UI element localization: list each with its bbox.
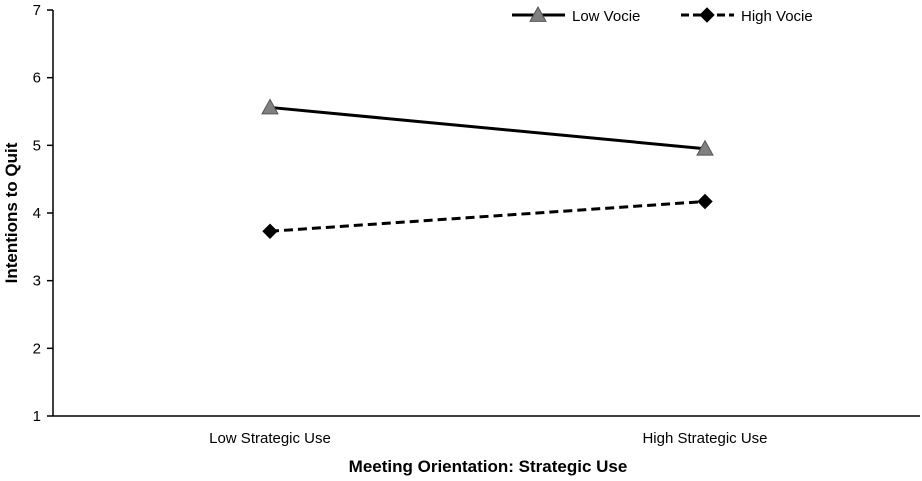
x-tick-group: Low Strategic Use High Strategic Use (209, 430, 767, 447)
data-point-low-vocie (696, 139, 714, 156)
y-tick-label: 5 (33, 137, 41, 154)
series-line-low-vocie (269, 105, 706, 151)
series-layer (261, 98, 714, 239)
data-point-low-vocie (261, 98, 279, 115)
y-axis-title: Intentions to Quit (2, 142, 21, 283)
y-tick-label: 3 (33, 273, 41, 290)
legend-label-high-vocie: High Vocie (741, 8, 813, 25)
axes (52, 10, 920, 417)
x-tick-label: High Strategic Use (642, 430, 767, 447)
series-line-high-vocie (269, 200, 706, 233)
y-tick-label: 6 (33, 70, 41, 87)
data-point-high-vocie (697, 193, 713, 210)
y-tick-label: 7 (33, 2, 41, 19)
legend: Low Vocie High Vocie (512, 5, 813, 25)
y-tick-label: 2 (33, 340, 41, 357)
y-tick-label: 1 (33, 408, 41, 425)
y-tick-group: 1 2 3 4 5 6 7 (33, 2, 53, 425)
legend-marker-low-vocie (529, 5, 547, 22)
y-tick-label: 4 (33, 205, 41, 222)
data-point-high-vocie (262, 223, 278, 239)
legend-marker-high-vocie (699, 7, 715, 23)
legend-label-low-vocie: Low Vocie (572, 8, 640, 25)
x-axis-title: Meeting Orientation: Strategic Use (349, 457, 628, 476)
x-tick-label: Low Strategic Use (209, 430, 331, 447)
